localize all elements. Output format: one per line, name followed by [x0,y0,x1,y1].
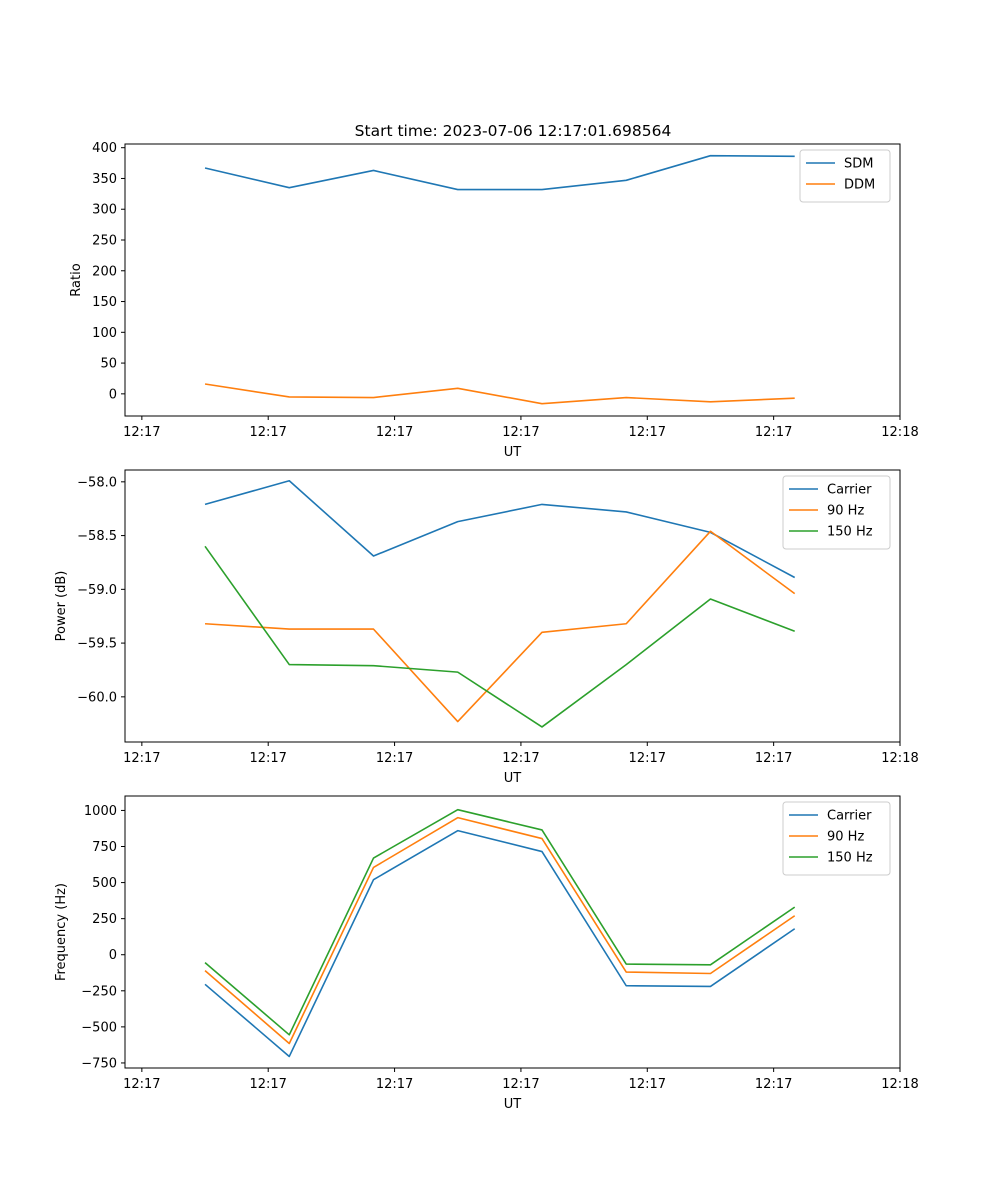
series-line-150-hz [204,808,796,1036]
y-tick-label: 400 [92,141,117,156]
y-tick-label: −59.0 [77,583,117,598]
legend-label: SDM [844,157,873,172]
y-tick-label: −59.5 [77,637,117,652]
legend-label: 90 Hz [827,504,864,519]
x-tick-label: 12:17 [629,1077,666,1092]
y-tick-label: 300 [92,203,117,218]
y-tick-label: −250 [81,984,117,999]
chart-power: 12:17 12:17 12:17 12:17 12:17 12:17 12:18 −60.0… [54,469,919,786]
x-tick-label: 12:17 [502,751,539,766]
y-tick-label: 350 [92,172,117,187]
y-tick-label: 100 [92,326,117,341]
legend: Carrier 90 Hz 150 Hz [782,801,891,876]
y-tick-label: 1000 [84,804,117,819]
x-axis-label: UT [504,771,522,786]
x-tick-label: 12:17 [376,425,413,440]
x-tick-label: 12:17 [755,425,792,440]
y-tick-label: −58.5 [77,529,117,544]
y-tick-label: 0 [109,948,117,963]
legend-label: DDM [844,178,875,193]
x-tick-label: 12:17 [755,1077,792,1092]
x-tick-label: 12:17 [249,751,286,766]
y-tick-label: −58.0 [77,475,117,490]
x-tick-label: 12:17 [502,425,539,440]
x-tick-label: 12:17 [376,751,413,766]
x-tick-label: 12:17 [502,1077,539,1092]
x-tick-label: 12:18 [881,425,918,440]
x-tick-label: 12:17 [249,425,286,440]
chart-frequency: 12:17 12:17 12:17 12:17 12:17 12:17 12:18 −750 −… [54,795,919,1112]
y-axis-label: Frequency (Hz) [54,883,69,981]
y-tick-label: 500 [92,876,117,891]
x-tick-label: 12:18 [881,751,918,766]
x-axis-label: UT [504,1097,522,1112]
x-axis-label: UT [504,445,522,460]
chart-ratio: 12:17 12:17 12:17 12:17 12:17 12:17 12:18 0 50 10… [69,141,919,460]
x-tick-label: 12:17 [629,751,666,766]
series-line-90-hz [204,530,796,723]
series-line-150-hz [204,545,795,728]
x-tick-label: 12:17 [376,1077,413,1092]
legend-label: 150 Hz [827,851,873,866]
y-tick-label: 250 [92,234,117,249]
y-tick-label: 50 [100,357,117,372]
plots-container: 12:17 12:17 12:17 12:17 12:17 12:17 12:18 0 50 10… [54,141,919,1112]
x-tick-label: 12:17 [755,751,792,766]
legend: Carrier 90 Hz 150 Hz [782,475,891,550]
x-tick-label: 12:17 [249,1077,286,1092]
series-line-carrier [204,829,796,1058]
axes-frame [124,469,901,743]
y-tick-label: −750 [81,1056,117,1071]
axes-frame [124,795,901,1069]
y-axis-label: Ratio [69,263,84,296]
series-line-90-hz [204,816,796,1045]
legend-label: 150 Hz [827,525,873,540]
y-tick-label: 200 [92,264,117,279]
x-tick-label: 12:17 [629,425,666,440]
y-tick-label: −60.0 [77,690,117,705]
legend-label: Carrier [827,483,872,498]
x-tick-label: 12:18 [881,1077,918,1092]
y-tick-label: 250 [92,912,117,927]
x-tick-label: 12:17 [123,1077,160,1092]
legend: SDM DDM [799,149,891,203]
series-line-ddm [204,383,795,405]
x-tick-label: 12:17 [123,751,160,766]
legend-label: Carrier [827,809,872,824]
axes-frame [124,143,901,417]
series-line-sdm [204,154,795,191]
y-axis-label: Power (dB) [54,571,69,642]
y-tick-label: 750 [92,840,117,855]
series-line-carrier [204,479,796,579]
x-tick-label: 12:17 [123,425,160,440]
y-tick-label: 0 [109,387,117,402]
figure-title: Start time: 2023-07-06 12:17:01.698564 [355,122,672,140]
legend-label: 90 Hz [827,830,864,845]
y-tick-label: −500 [81,1020,117,1035]
y-tick-label: 150 [92,295,117,310]
